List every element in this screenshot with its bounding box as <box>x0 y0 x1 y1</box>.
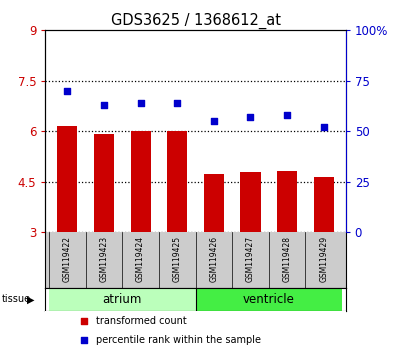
Bar <box>196 288 342 310</box>
Bar <box>57 126 77 232</box>
Text: GSM119424: GSM119424 <box>136 236 145 282</box>
Point <box>284 112 290 118</box>
Bar <box>277 171 297 232</box>
Text: ▶: ▶ <box>27 295 34 304</box>
Bar <box>167 131 187 232</box>
Point <box>101 102 107 108</box>
Point <box>211 118 217 124</box>
Text: percentile rank within the sample: percentile rank within the sample <box>96 336 261 346</box>
Point <box>64 88 71 93</box>
Bar <box>314 177 334 232</box>
Point <box>247 114 254 120</box>
Text: GSM119423: GSM119423 <box>100 236 109 282</box>
Text: atrium: atrium <box>103 293 142 306</box>
Text: GSM119425: GSM119425 <box>173 236 182 282</box>
Bar <box>130 131 150 232</box>
Point <box>137 100 144 106</box>
Text: GSM119426: GSM119426 <box>209 236 218 282</box>
Title: GDS3625 / 1368612_at: GDS3625 / 1368612_at <box>111 12 280 29</box>
Text: tissue: tissue <box>2 295 31 304</box>
Point <box>81 318 88 323</box>
Text: ventricle: ventricle <box>243 293 295 306</box>
Bar <box>49 288 196 310</box>
Text: transformed count: transformed count <box>96 315 187 326</box>
Bar <box>204 174 224 232</box>
Text: GSM119428: GSM119428 <box>282 236 292 282</box>
Bar <box>241 172 261 232</box>
Text: GSM119429: GSM119429 <box>319 236 328 282</box>
Text: GSM119422: GSM119422 <box>63 236 72 282</box>
Point <box>320 124 327 130</box>
Point <box>81 338 88 343</box>
Point <box>174 100 181 106</box>
Text: GSM119427: GSM119427 <box>246 236 255 282</box>
Bar <box>94 133 114 232</box>
